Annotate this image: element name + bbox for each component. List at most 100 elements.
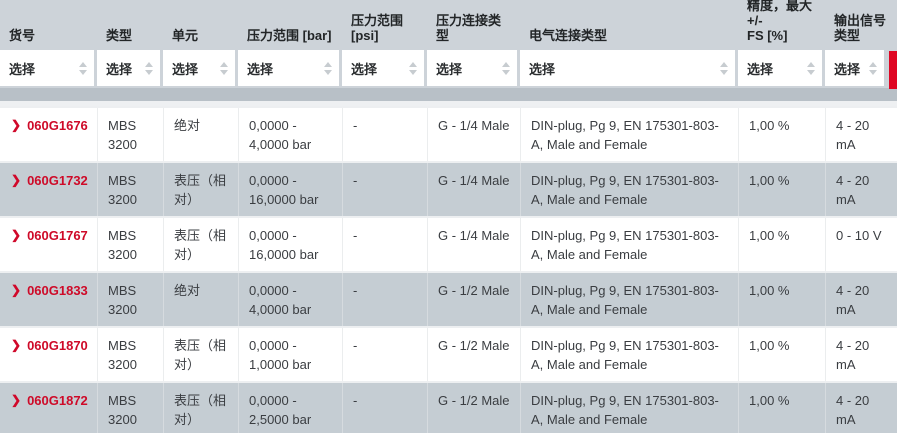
cell-accuracy: 1,00 %: [738, 383, 825, 433]
cell-output-signal: 4 - 20 mA: [825, 383, 897, 433]
column-header-item: 货号: [9, 28, 36, 43]
cell-electrical-connection: DIN-plug, Pg 9, EN 175301-803-A, Male an…: [520, 383, 738, 433]
filter-cell: 选择: [520, 50, 738, 88]
sort-up-down-icon: [807, 61, 815, 75]
column-header-output-signal: 输出信号 类型: [834, 13, 887, 43]
cell-output-signal: 0 - 10 V: [825, 218, 897, 271]
column-header-type: 类型: [106, 28, 133, 43]
filter-cell: 选择: [97, 50, 163, 88]
filter-select-range-bar[interactable]: 选择: [238, 50, 339, 86]
filter-select-label: 选择: [436, 61, 463, 77]
cell-output-signal: 4 - 20 mA: [825, 108, 897, 161]
cell-item-number: ❯ 060G1872: [0, 383, 97, 433]
cell-pressure-range-bar: 0,0000 - 1,0000 bar: [238, 328, 342, 381]
filter-select-label: 选择: [747, 61, 774, 77]
item-number-link[interactable]: 060G1872: [27, 393, 88, 408]
sort-up-down-icon: [145, 61, 153, 75]
column-header-pressure-connection: 压力连接类型: [436, 13, 502, 43]
chevron-right-icon: ❯: [11, 118, 22, 132]
cell-unit: 表压（相对）: [163, 383, 238, 433]
chevron-right-icon: ❯: [11, 393, 22, 407]
cell-pressure-range-bar: 0,0000 - 4,0000 bar: [238, 273, 342, 326]
filter-select-item[interactable]: 选择: [0, 50, 94, 86]
cell-pressure-connection: G - 1/2 Male: [427, 328, 520, 381]
filter-cell: 选择: [825, 50, 897, 88]
cell-unit: 表压（相对）: [163, 328, 238, 381]
cell-type: MBS 3200: [97, 218, 163, 271]
filter-select-label: 选择: [172, 61, 199, 77]
cell-pressure-connection: G - 1/2 Male: [427, 273, 520, 326]
cell-pressure-connection: G - 1/4 Male: [427, 163, 520, 216]
header-divider-strip: [0, 88, 897, 101]
cell-pressure-range-bar: 0,0000 - 16,0000 bar: [238, 163, 342, 216]
item-number-link[interactable]: 060G1870: [27, 338, 88, 353]
filter-cell: 选择: [238, 50, 342, 88]
cell-pressure-range-psi: -: [342, 383, 427, 433]
filter-cell: 选择: [163, 50, 238, 88]
filter-select-accuracy[interactable]: 选择: [738, 50, 822, 86]
table-body: ❯ 060G1676 MBS 3200 绝对 0,0000 - 4,0000 b…: [0, 106, 897, 433]
cell-type: MBS 3200: [97, 328, 163, 381]
table-scrollbar[interactable]: [889, 51, 897, 89]
table-row: ❯ 060G1872 MBS 3200 表压（相对） 0,0000 - 2,50…: [0, 381, 897, 433]
cell-electrical-connection: DIN-plug, Pg 9, EN 175301-803-A, Male an…: [520, 273, 738, 326]
cell-pressure-range-bar: 0,0000 - 2,5000 bar: [238, 383, 342, 433]
cell-pressure-range-psi: -: [342, 163, 427, 216]
filter-select-unit[interactable]: 选择: [163, 50, 235, 86]
cell-pressure-connection: G - 1/4 Male: [427, 218, 520, 271]
item-number-link[interactable]: 060G1767: [27, 228, 88, 243]
filter-cell: 选择: [0, 50, 97, 88]
sort-up-down-icon: [869, 61, 877, 75]
table-header-row: 货号 类型 单元 压力范围 [bar] 压力范围 [psi] 压力连接类型 电气连接类型 精度…: [0, 0, 897, 50]
header-divider-line: [0, 101, 897, 106]
sort-up-down-icon: [220, 61, 228, 75]
filter-select-electrical-connection[interactable]: 选择: [520, 50, 735, 86]
chevron-right-icon: ❯: [11, 283, 22, 297]
filter-select-label: 选择: [247, 61, 274, 77]
cell-type: MBS 3200: [97, 273, 163, 326]
column-header-range-bar: 压力范围 [bar]: [247, 28, 332, 43]
cell-accuracy: 1,00 %: [738, 218, 825, 271]
item-number-link[interactable]: 060G1732: [27, 173, 88, 188]
item-number-link[interactable]: 060G1833: [27, 283, 88, 298]
filter-cell: 选择: [738, 50, 825, 88]
item-number-link[interactable]: 060G1676: [27, 118, 88, 133]
cell-output-signal: 4 - 20 mA: [825, 163, 897, 216]
cell-type: MBS 3200: [97, 383, 163, 433]
chevron-right-icon: ❯: [11, 338, 22, 352]
cell-pressure-range-psi: -: [342, 108, 427, 161]
filter-select-label: 选择: [106, 61, 133, 77]
cell-type: MBS 3200: [97, 163, 163, 216]
cell-pressure-range-psi: -: [342, 328, 427, 381]
filter-select-label: 选择: [834, 61, 861, 77]
cell-pressure-connection: G - 1/4 Male: [427, 108, 520, 161]
column-header-electrical-connection: 电气连接类型: [529, 28, 608, 43]
cell-accuracy: 1,00 %: [738, 163, 825, 216]
cell-pressure-range-psi: -: [342, 273, 427, 326]
column-header-unit: 单元: [172, 28, 199, 43]
cell-item-number: ❯ 060G1732: [0, 163, 97, 216]
cell-unit: 绝对: [163, 273, 238, 326]
filter-select-range-psi[interactable]: 选择: [342, 50, 424, 86]
filter-select-pressure-connection[interactable]: 选择: [427, 50, 517, 86]
sort-up-down-icon: [409, 61, 417, 75]
cell-type: MBS 3200: [97, 108, 163, 161]
sort-up-down-icon: [79, 61, 87, 75]
sort-up-down-icon: [502, 61, 510, 75]
cell-pressure-range-psi: -: [342, 218, 427, 271]
cell-unit: 表压（相对）: [163, 163, 238, 216]
cell-accuracy: 1,00 %: [738, 273, 825, 326]
cell-unit: 绝对: [163, 108, 238, 161]
sort-up-down-icon: [324, 61, 332, 75]
cell-accuracy: 1,00 %: [738, 108, 825, 161]
filter-select-type[interactable]: 选择: [97, 50, 160, 86]
table-row: ❯ 060G1767 MBS 3200 表压（相对） 0,0000 - 16,0…: [0, 216, 897, 271]
column-header-accuracy: 精度，最大 +/- FS [%]: [747, 0, 813, 43]
filter-select-output-signal[interactable]: 选择: [825, 50, 884, 86]
cell-output-signal: 4 - 20 mA: [825, 273, 897, 326]
table-filter-row: 选择 选择 选择 选择 选择: [0, 50, 897, 88]
cell-unit: 表压（相对）: [163, 218, 238, 271]
cell-electrical-connection: DIN-plug, Pg 9, EN 175301-803-A, Male an…: [520, 328, 738, 381]
filter-cell: 选择: [342, 50, 427, 88]
